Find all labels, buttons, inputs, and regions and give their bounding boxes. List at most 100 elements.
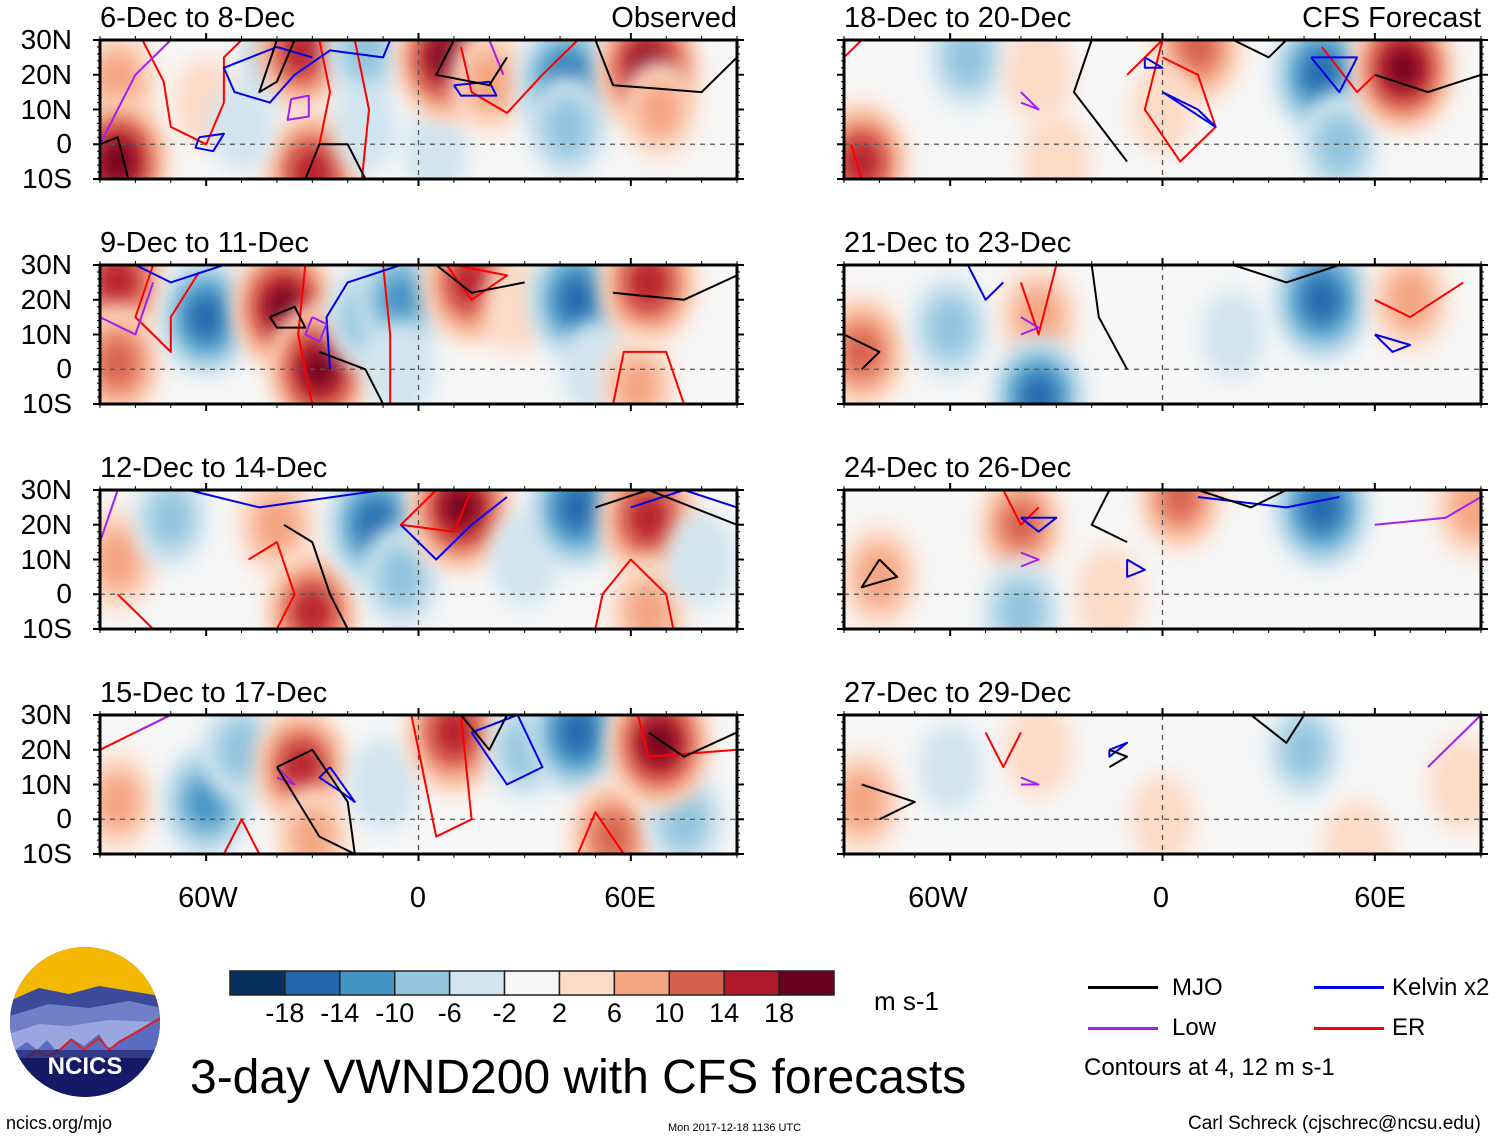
anomaly-blob (285, 746, 318, 788)
contour-er (353, 40, 370, 179)
anomaly-blob (217, 717, 266, 782)
anomaly-blob (844, 770, 886, 834)
anomaly-blob (917, 721, 983, 813)
contour-kelvin (325, 265, 402, 370)
panel-title: 9-Dec to 11-Dec (100, 227, 309, 259)
map-panel (837, 258, 1488, 411)
map-panel (93, 33, 744, 186)
panel-title: 18-Dec to 20-Dec (844, 2, 1072, 34)
contour-mjo (1250, 715, 1305, 744)
anomaly-blob (347, 736, 419, 833)
anomaly-blob (285, 40, 318, 71)
y-tick-label: 10N (20, 93, 72, 125)
map-panel (837, 708, 1488, 861)
y-tick-label: 20N (20, 733, 72, 765)
y-tick-label: 10S (22, 613, 72, 644)
contour-mjo (647, 731, 737, 758)
contour-mjo (319, 350, 384, 404)
anomaly-blob (615, 356, 661, 404)
map-field (100, 40, 737, 179)
colorbar-bin (284, 970, 341, 996)
map-field (844, 715, 1481, 854)
anomaly-blob (1178, 40, 1218, 72)
anomaly-blob (148, 490, 194, 549)
contour-mjo (283, 523, 349, 629)
contour-low (488, 40, 505, 76)
colorbar-bin (613, 970, 671, 996)
anomaly-blob (341, 40, 390, 83)
anomaly-blob (332, 81, 399, 173)
contour-er (984, 731, 1022, 769)
contour-er (844, 40, 863, 59)
legend-swatch-low (1088, 1027, 1158, 1030)
colorbar-bin (339, 970, 396, 996)
contour-mjo (1232, 265, 1340, 284)
anomaly-blob (295, 150, 329, 179)
map-panel (93, 483, 744, 636)
y-tick-label: 10N (20, 543, 72, 575)
contour-kelvin (1020, 516, 1058, 533)
anomaly-blob (103, 143, 132, 179)
contour-mjo (435, 265, 525, 294)
anomaly-blob (1200, 289, 1267, 380)
map-panel (837, 483, 1488, 636)
contour-low (1020, 316, 1040, 336)
map-panel (837, 33, 1488, 186)
anomaly-blob (208, 81, 275, 173)
contour-kelvin (967, 265, 1005, 301)
colorbar-bin (778, 970, 835, 996)
x-tick-label: 60W (178, 882, 238, 914)
contour-er (1019, 265, 1058, 336)
anomaly-blob (365, 321, 436, 404)
anomaly-blob (437, 715, 471, 754)
logo-text: NCICS (48, 1053, 123, 1080)
contour-mjo (1197, 490, 1287, 509)
contour-kelvin (188, 490, 384, 509)
y-tick-label: 10N (20, 768, 72, 800)
contour-low (1427, 715, 1481, 768)
contour-er (134, 265, 200, 353)
contour-low (100, 40, 172, 145)
y-tick-label: 20N (20, 283, 72, 315)
map-panel (93, 708, 744, 861)
anomaly-blob (190, 296, 222, 338)
anomaly-blob (100, 337, 137, 388)
colorbar-tick-label: 18 (764, 998, 795, 1028)
y-tick-label: 20N (20, 508, 72, 540)
contour-low (276, 766, 296, 786)
contour-er (141, 40, 243, 146)
anomaly-blob (446, 490, 476, 526)
contour-er (1126, 40, 1217, 163)
contour-low (134, 715, 172, 734)
anomaly-blob (1129, 774, 1196, 854)
contour-mjo (276, 748, 356, 854)
colorbar-tick-label: -18 (265, 998, 305, 1028)
contour-er (850, 144, 863, 179)
y-tick-label: 10S (22, 163, 72, 194)
contour-er (410, 715, 473, 838)
contour-mjo (860, 558, 899, 589)
column-tag: Observed (611, 2, 737, 34)
map-panel (93, 258, 744, 411)
contour-low (100, 490, 119, 543)
panel-title: 21-Dec to 23-Dec (844, 227, 1072, 259)
anomaly-blob (593, 811, 633, 854)
source-link[interactable]: ncics.org/mjo (6, 1113, 113, 1133)
legend-swatch-mjo (1088, 986, 1158, 989)
legend-label-kelvin: Kelvin x2 (1392, 974, 1490, 1001)
contour-kelvin (400, 496, 508, 561)
contour-kelvin (134, 265, 225, 284)
colorbar (229, 970, 835, 996)
anomaly-blob (1162, 490, 1199, 521)
colorbar-bin (448, 970, 506, 996)
colorbar-tick-label: 2 (551, 998, 567, 1028)
anomaly-blob (1129, 64, 1196, 155)
anomaly-blob (1305, 278, 1339, 321)
y-tick-label: 0 (56, 128, 72, 160)
anomaly-blob (403, 106, 469, 179)
anomaly-blob (1281, 719, 1327, 780)
contour-low (1020, 551, 1040, 568)
y-tick-label: 30N (20, 24, 72, 55)
anomaly-blob (666, 511, 737, 608)
y-tick-label: 10N (20, 318, 72, 350)
